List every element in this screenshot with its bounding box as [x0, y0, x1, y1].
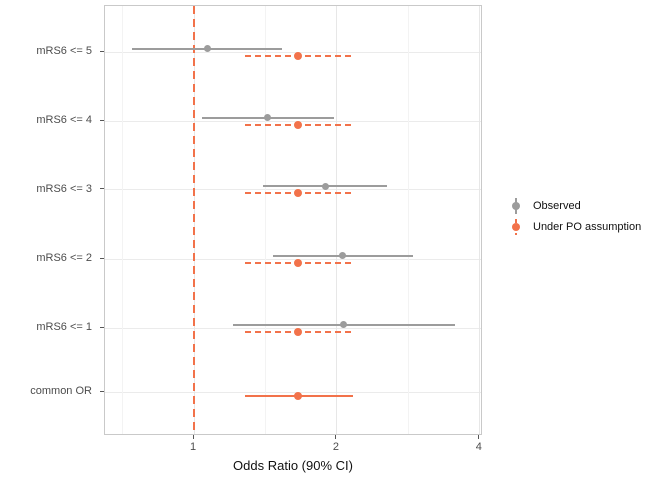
gridline-x-minor	[122, 6, 124, 434]
y-axis-label: mRS6 <= 4	[36, 114, 92, 126]
y-axis-label: common OR	[30, 385, 92, 397]
gridline-x-minor	[264, 6, 266, 434]
x-tick-mark	[335, 435, 337, 439]
legend-label-observed: Observed	[533, 199, 581, 212]
y-tick-mark	[100, 188, 104, 189]
point-observed	[204, 45, 212, 52]
x-axis-title: Odds Ratio (90% CI)	[233, 458, 353, 473]
x-tick-label: 1	[189, 441, 197, 453]
point-under-po-assumption	[294, 189, 303, 197]
y-axis-label: mRS6 <= 2	[36, 252, 92, 264]
y-tick-mark	[100, 50, 104, 52]
y-tick-mark	[100, 119, 104, 121]
y-tick-mark	[100, 257, 104, 259]
gridline-x-major	[336, 6, 338, 434]
legend-key-point	[512, 202, 520, 210]
x-tick-mark	[192, 435, 194, 439]
gridline-y	[105, 327, 481, 329]
gridline-y	[105, 258, 481, 260]
observed-pointrange-icon	[508, 197, 524, 215]
legend-label-under-po-assumption: Under PO assumption	[533, 220, 642, 233]
point-observed	[321, 182, 329, 190]
gridline-y	[105, 189, 481, 190]
point-under-po-assumption	[294, 51, 303, 60]
gridline-x-major	[479, 6, 481, 434]
point-under-po-assumption	[294, 327, 303, 336]
point-under-po-assumption	[294, 120, 303, 129]
y-axis-label: mRS6 <= 3	[36, 182, 92, 195]
legend-item-observed: Observed	[508, 195, 581, 216]
point-under-po-assumption	[294, 258, 303, 267]
plot-panel	[104, 5, 482, 435]
gridline-y	[105, 391, 481, 393]
gridline-x-minor	[407, 6, 409, 434]
x-tick-label: 2	[332, 441, 339, 453]
legend-key-point	[512, 223, 520, 231]
y-axis-label: mRS6 <= 5	[36, 45, 92, 57]
gridline-y	[105, 120, 481, 122]
reference-line-or-1	[193, 6, 195, 434]
x-tick-mark	[478, 435, 480, 439]
under-po-assumption-pointrange-icon	[508, 218, 524, 236]
point-observed	[264, 114, 272, 121]
y-tick-mark	[100, 326, 104, 328]
y-axis-label: mRS6 <= 1	[36, 321, 92, 333]
point-observed	[340, 321, 348, 328]
point-observed	[339, 252, 347, 259]
point-under-po-assumption	[294, 391, 303, 400]
x-tick-label: 4	[475, 441, 482, 453]
y-tick-mark	[100, 390, 104, 392]
legend-item-under-po-assumption: Under PO assumption	[508, 216, 641, 237]
gridline-y	[105, 51, 481, 53]
